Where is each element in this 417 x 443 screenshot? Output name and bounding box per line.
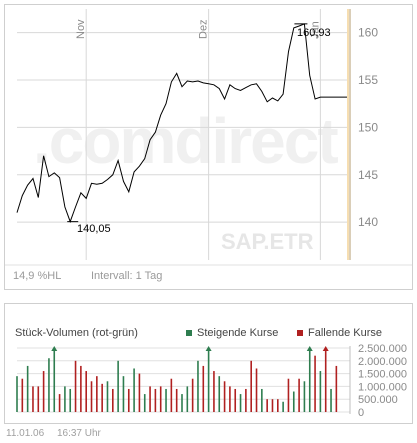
- legend-up-swatch: [186, 330, 192, 336]
- legend-up-label: Steigende Kurse: [197, 327, 278, 339]
- max-price-label: 160,93: [297, 27, 331, 39]
- price-chart-panel: .comdirect SAP.ETR 140 145 150 155 160 Nov Dez…: [4, 4, 413, 290]
- price-line: [16, 23, 347, 224]
- y-tick-label: 155: [358, 73, 378, 87]
- volume-overflow-arrow: [306, 346, 313, 351]
- footer: 11.01.06 16:37 Uhr: [6, 428, 111, 439]
- footer-time: 16:37 Uhr: [56, 428, 101, 439]
- interval-label: Intervall: 1 Tag: [91, 270, 162, 282]
- high-low-range: 14,9 %HL: [13, 270, 61, 282]
- legend-down-label: Fallende Kurse: [308, 327, 382, 339]
- volume-chart: Stück-Volumen (rot-grün) Steigende Kurse…: [15, 327, 407, 419]
- min-price-label: 140,05: [77, 223, 111, 235]
- y-tick-label: 145: [358, 168, 378, 182]
- volume-overflow-arrow: [51, 346, 58, 351]
- y-tick-label: 160: [358, 26, 378, 40]
- chart-watermark: .comdirect: [33, 105, 338, 177]
- volume-tick-label: 2.500.000: [358, 343, 407, 355]
- volume-chart-panel: Stück-Volumen (rot-grün) Steigende Kurse…: [4, 303, 413, 424]
- y-tick-label: 140: [358, 215, 378, 229]
- y-tick-label: 150: [358, 120, 378, 134]
- month-label: Nov: [75, 19, 87, 39]
- month-label: Dez: [198, 19, 210, 39]
- month-label: Jan: [309, 21, 321, 39]
- volume-overflow-arrow: [322, 346, 329, 351]
- volume-tick-label: 1.000.000: [358, 381, 407, 393]
- volume-overflow-arrow: [205, 346, 212, 351]
- volume-title: Stück-Volumen (rot-grün): [15, 327, 138, 339]
- volume-tick-label: 0: [358, 407, 364, 419]
- price-chart: .comdirect SAP.ETR 140 145 150 155 160 Nov Dez…: [5, 9, 412, 282]
- latest-day-highlight: [347, 9, 351, 260]
- volume-tick-label: 2.000.000: [358, 356, 407, 368]
- ticker-watermark: SAP.ETR: [221, 229, 314, 254]
- legend-down-swatch: [297, 330, 303, 336]
- volume-tick-label: 1.500.000: [358, 369, 407, 381]
- volume-tick-label: 500.000: [358, 394, 398, 406]
- footer-date: 11.01.06: [6, 428, 45, 439]
